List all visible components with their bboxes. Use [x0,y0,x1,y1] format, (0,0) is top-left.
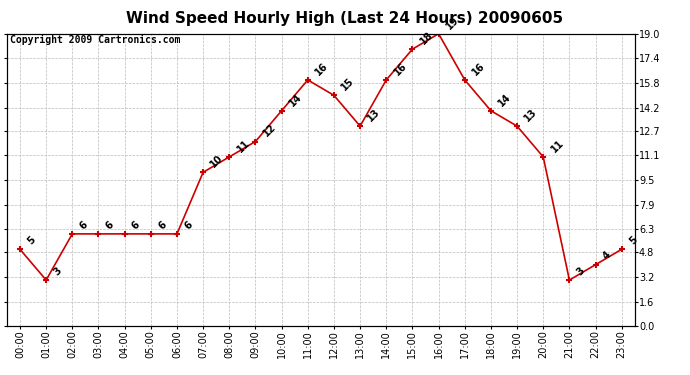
Text: 4: 4 [601,250,613,262]
Text: 6: 6 [130,219,142,231]
Text: 10: 10 [208,153,226,170]
Text: 13: 13 [366,107,382,123]
Text: 6: 6 [183,219,195,231]
Text: 16: 16 [392,60,408,77]
Text: 11: 11 [549,138,565,154]
Text: 16: 16 [471,60,487,77]
Text: 5: 5 [26,235,37,246]
Text: 5: 5 [627,235,639,246]
Text: 18: 18 [418,30,435,46]
Text: 15: 15 [339,76,356,93]
Text: 3: 3 [52,266,63,277]
Text: 6: 6 [78,219,90,231]
Text: Copyright 2009 Cartronics.com: Copyright 2009 Cartronics.com [10,35,180,45]
Text: 14: 14 [497,92,513,108]
Text: 14: 14 [287,92,304,108]
Text: 13: 13 [522,107,540,123]
Text: 3: 3 [575,266,586,277]
Text: 12: 12 [261,122,277,139]
Text: 19: 19 [444,14,461,31]
Text: 6: 6 [104,219,116,231]
Text: 6: 6 [157,219,168,231]
Text: 16: 16 [313,60,330,77]
Text: Wind Speed Hourly High (Last 24 Hours) 20090605: Wind Speed Hourly High (Last 24 Hours) 2… [126,11,564,26]
Text: 11: 11 [235,138,251,154]
